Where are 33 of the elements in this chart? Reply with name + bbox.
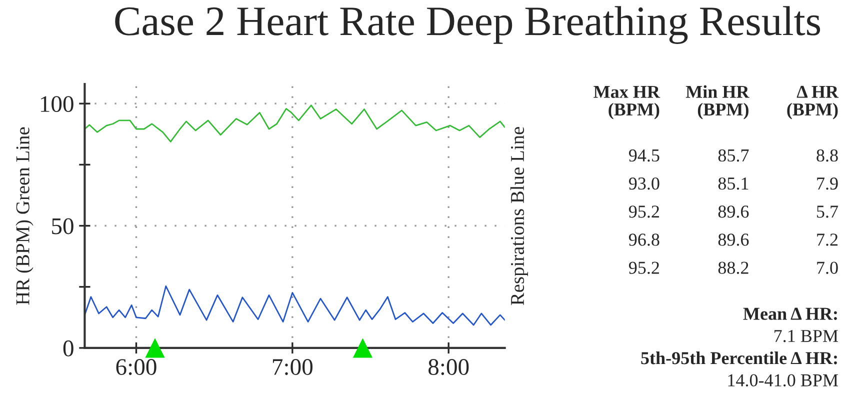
text: 88.2 — [718, 262, 748, 274]
text: 8.8 — [816, 149, 838, 162]
text: 95.2 — [628, 206, 659, 218]
line-series — [84, 104, 505, 142]
text: 7.0 — [817, 262, 838, 274]
chart-title: Case 2 Heart Rate Deep Breathing Results — [115, 6, 820, 44]
text: Min HR (BPM) — [686, 85, 750, 120]
text: 89.6 — [718, 234, 749, 246]
text: 95.2 — [628, 262, 659, 274]
text: 96.8 — [628, 234, 660, 246]
y-tick-label: 100 — [40, 96, 74, 112]
line-series — [84, 285, 505, 326]
text: 94.5 — [628, 149, 660, 162]
text: 7.2 — [817, 234, 838, 246]
text: 7.9 — [817, 178, 838, 190]
y-tick-label: 0 — [63, 340, 74, 356]
x-tick-label: 7:00 — [272, 359, 312, 376]
x-tick-label: 8:00 — [428, 359, 469, 376]
text: Δ HR (BPM) — [787, 86, 839, 120]
text: 89.6 — [718, 206, 749, 218]
text: 7.1 BPM — [774, 330, 838, 342]
text: 14.0-41.0 BPM — [728, 374, 838, 386]
y-tick-label: 50 — [52, 218, 74, 234]
text: 93.0 — [628, 177, 660, 190]
y-axis-title: HR (BPM) Green Line — [16, 127, 34, 305]
text: 85.7 — [718, 149, 749, 162]
text: 5.7 — [817, 206, 838, 218]
text: Max HR (BPM) — [594, 86, 660, 120]
text: Mean Δ HR: — [743, 308, 837, 320]
y2-axis-title: Respirations Blue Line — [510, 127, 528, 306]
x-tick-label: 6:00 — [116, 359, 156, 376]
text: 85.1 — [718, 177, 748, 190]
text: 5th-95th Percentile Δ HR: — [641, 352, 837, 364]
